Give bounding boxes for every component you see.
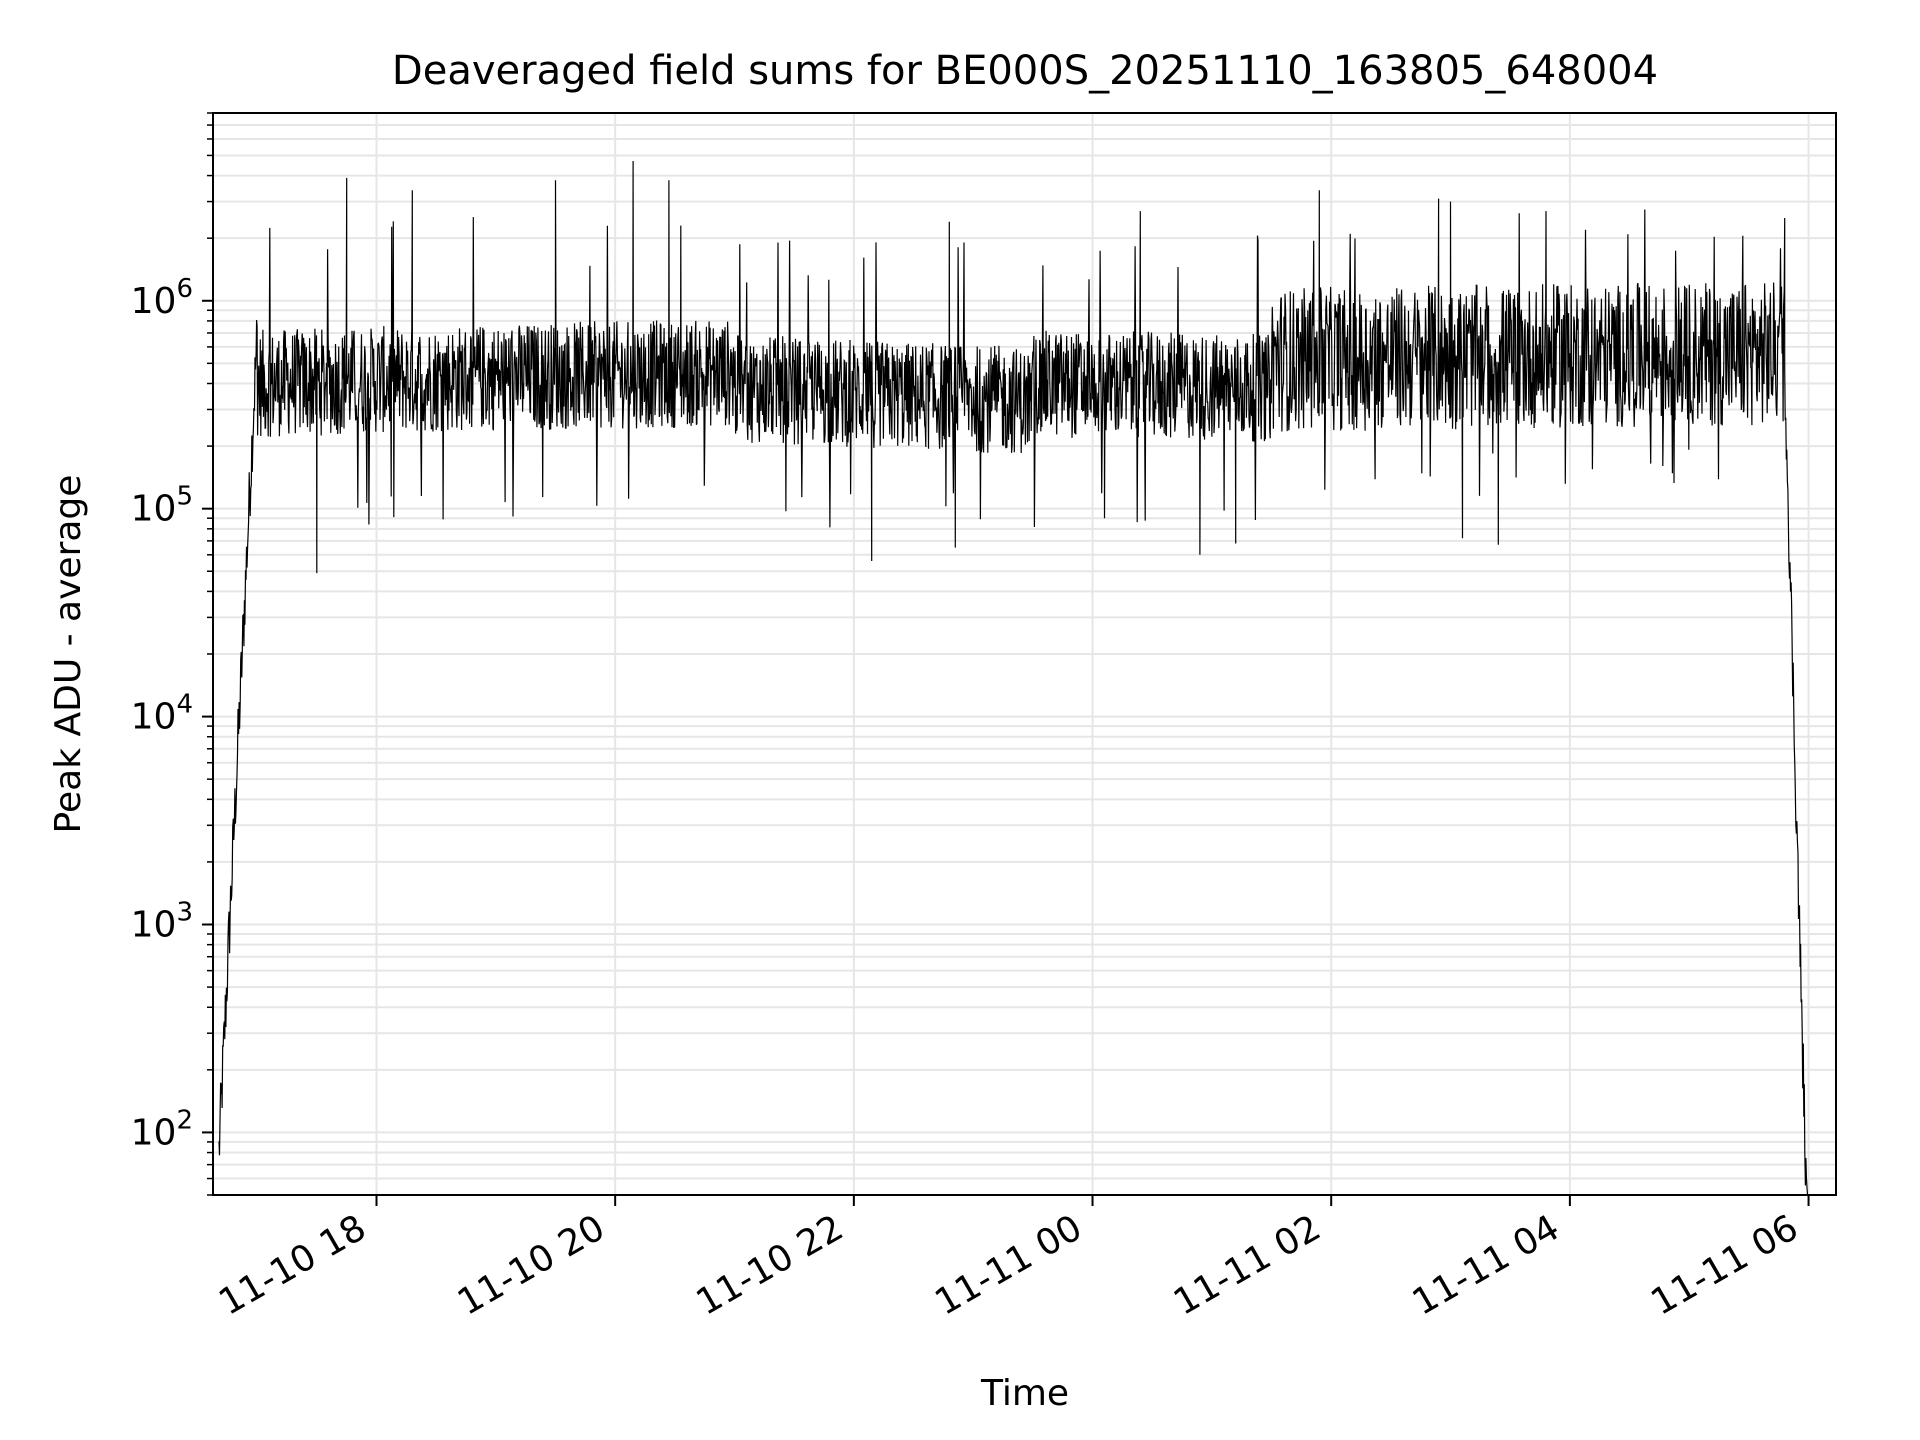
- x-tick-label: 11-11 02: [1167, 1207, 1328, 1323]
- x-tick-label: 11-11 00: [928, 1207, 1089, 1323]
- chart-title: Deaveraged field sums for BE000S_2025111…: [392, 48, 1658, 94]
- y-tick-label: 103: [131, 898, 193, 946]
- x-tick-label: 11-10 22: [690, 1207, 851, 1323]
- x-tick-label: 11-10 18: [212, 1207, 373, 1323]
- grid-lines: [213, 112, 1836, 1196]
- x-tick-label: 11-11 04: [1406, 1207, 1567, 1323]
- y-tick-label: 102: [131, 1105, 193, 1153]
- x-tick-label: 11-10 20: [451, 1207, 612, 1323]
- x-tick-label: 11-11 06: [1644, 1207, 1805, 1323]
- y-axis: 102 103 104 105 106: [131, 112, 213, 1196]
- y-tick-label: 105: [131, 482, 193, 530]
- series-line-group: [218, 160, 1809, 1196]
- x-axis: 11-10 18 11-10 20 11-10 22 11-11 00 11-11 02…: [212, 1195, 1810, 1324]
- y-axis-label: Peak ADU - average: [48, 475, 89, 834]
- y-tick-label: 106: [131, 274, 193, 322]
- series-line: [218, 160, 1809, 1196]
- x-axis-label: Time: [980, 1373, 1069, 1414]
- y-tick-label: 104: [131, 690, 193, 738]
